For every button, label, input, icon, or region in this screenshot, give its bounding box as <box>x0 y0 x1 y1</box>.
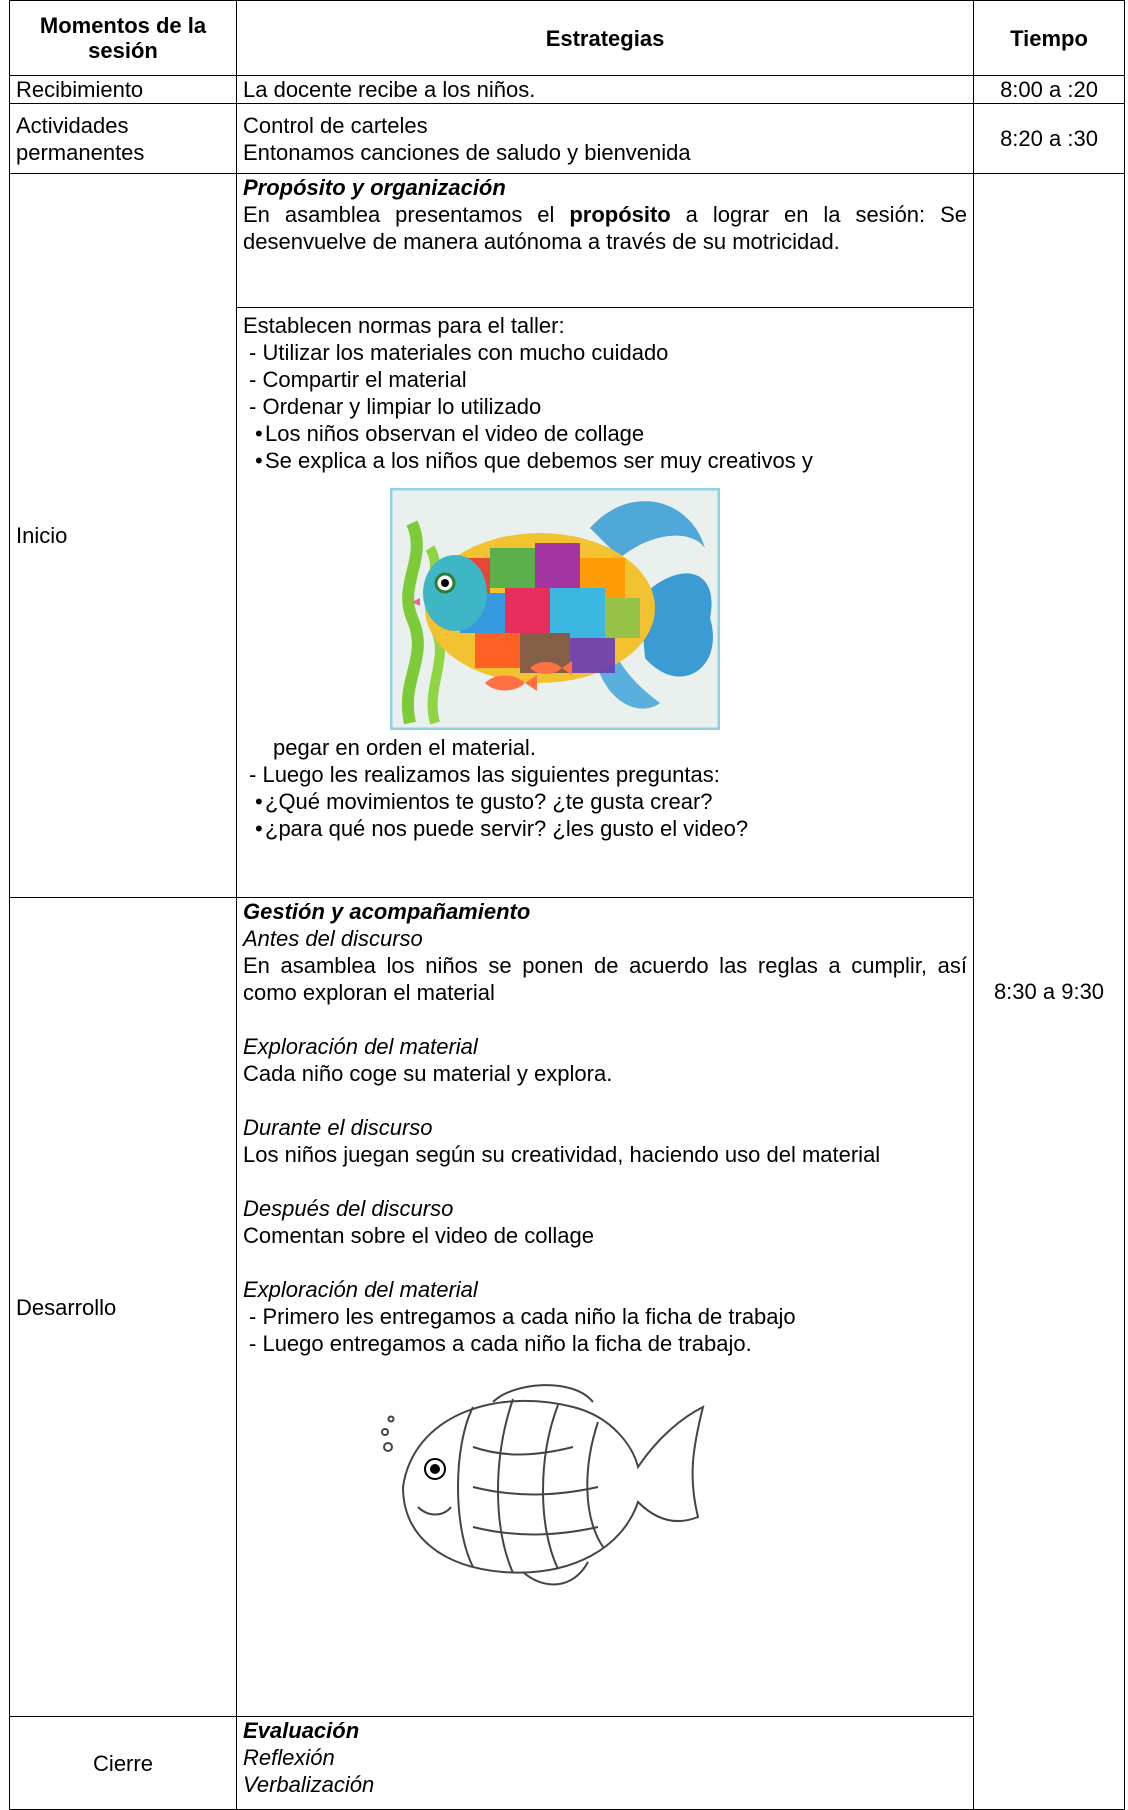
list-item: Los niños observan el video de collage <box>243 420 967 447</box>
text: a lograr en la sesión: Se desenvuelve de… <box>243 202 967 254</box>
list-item: ¿Qué movimientos te gusto? ¿te gusta cre… <box>243 788 967 815</box>
moment-cell: Recibimiento <box>9 75 237 104</box>
text: En asamblea presentamos el <box>243 202 570 227</box>
section-heading: Gestión y acompañamiento <box>243 899 531 924</box>
row: Desarrollo Gestión y acompañamiento Ante… <box>9 897 1125 1717</box>
paragraph: Cada niño coge su material y explora. <box>243 1061 613 1086</box>
strategy-cell: Propósito y organización En asamblea pre… <box>236 173 974 308</box>
strategy-cell: La docente recibe a los niños. <box>236 75 974 104</box>
list-item: ¿para qué nos puede servir? ¿les gusto e… <box>243 815 967 842</box>
row: Actividades permanentes Control de carte… <box>9 103 1125 174</box>
time-cell: 8:20 a :30 <box>973 103 1125 174</box>
bold-text: propósito <box>569 202 671 227</box>
subheading: Después del discurso <box>243 1196 454 1221</box>
strategy-cell: Evaluación Reflexión Verbalización <box>236 1716 974 1810</box>
section-heading: Evaluación <box>243 1718 360 1743</box>
session-table: Momentos de la sesión Estrategias Tiempo… <box>9 0 1125 1810</box>
moment-cell: Actividades permanentes <box>9 103 237 174</box>
time-cell: 8:00 a :20 <box>973 75 1125 104</box>
moment-cell: Inicio <box>9 173 237 898</box>
text-line: Control de carteles <box>243 112 428 138</box>
subheading: Exploración del material <box>243 1034 478 1059</box>
header-cell: Momentos de la sesión <box>9 0 237 76</box>
list-item: Primero les entregamos a cada niño la fi… <box>243 1303 967 1330</box>
time-cell: 8:30 a 9:30 <box>973 173 1125 1810</box>
row: Recibimiento La docente recibe a los niñ… <box>9 75 1125 104</box>
list-item: Luego entregamos a cada niño la ficha de… <box>243 1330 967 1357</box>
paragraph: En asamblea presentamos el propósito a l… <box>243 201 967 255</box>
paragraph: Comentan sobre el video de collage <box>243 1223 595 1248</box>
text-line: Reflexión <box>243 1745 335 1770</box>
header-row: Momentos de la sesión Estrategias Tiempo <box>9 0 1125 76</box>
row: Establecen normas para el taller: Utiliz… <box>10 307 1125 898</box>
strategy-cell: Control de carteles Entonamos canciones … <box>236 103 974 174</box>
subheading: Exploración del material <box>243 1277 478 1302</box>
list-item: Luego les realizamos las siguientes preg… <box>243 761 967 788</box>
header-cell: Estrategias <box>236 0 974 76</box>
coloring-fish-image <box>381 1384 705 1586</box>
list-item: Compartir el material <box>243 366 967 393</box>
list-item-continuation: pegar en orden el material. <box>273 735 536 760</box>
subheading: Antes del discurso <box>243 926 423 951</box>
row: Inicio Propósito y organización En asamb… <box>9 173 1125 1810</box>
paragraph: En asamblea los niños se ponen de acuerd… <box>243 953 967 1005</box>
paragraph: Los niños juegan según su creatividad, h… <box>243 1142 881 1167</box>
list-item: Utilizar los materiales con mucho cuidad… <box>243 339 967 366</box>
strategy-cell: Gestión y acompañamiento Antes del discu… <box>236 897 974 1717</box>
moment-cell: Desarrollo <box>9 897 237 1717</box>
subheading: Durante el discurso <box>243 1115 433 1140</box>
moment-cell: Cierre <box>9 1716 237 1810</box>
row: Cierre Evaluación Reflexión Verbalizació… <box>9 1716 1125 1810</box>
section-heading: Propósito y organización <box>243 175 506 200</box>
strategy-cell: Establecen normas para el taller: Utiliz… <box>236 307 974 898</box>
header-cell: Tiempo <box>973 0 1125 76</box>
list-item: Se explica a los niños que debemos ser m… <box>243 447 967 474</box>
list-item: Ordenar y limpiar lo utilizado <box>243 393 967 420</box>
text-line: Establecen normas para el taller: <box>243 313 565 338</box>
text-line: Entonamos canciones de saludo y bienveni… <box>243 139 691 165</box>
text-line: Verbalización <box>243 1772 375 1797</box>
collage-fish-image <box>390 488 720 730</box>
